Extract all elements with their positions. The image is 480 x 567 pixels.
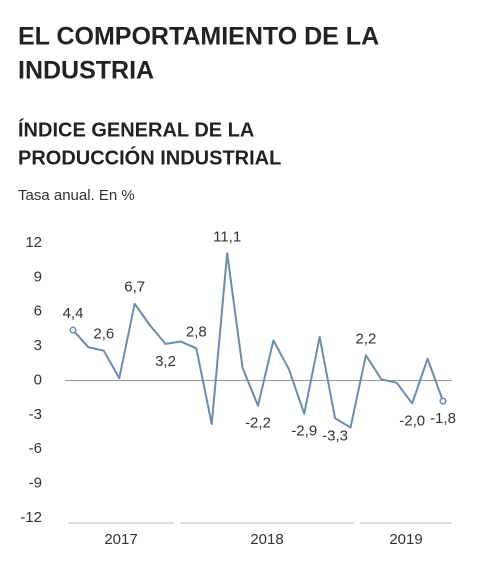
chart-title: INDUSTRIA: [18, 57, 154, 85]
data-label: 2,8: [186, 323, 207, 340]
y-tick-label: -9: [29, 475, 42, 492]
chart-subtitle: ÍNDICE GENERAL DE LA: [18, 118, 254, 141]
data-label: 2,6: [93, 326, 114, 343]
data-label: -2,2: [245, 415, 271, 432]
data-label: -2,9: [291, 423, 317, 440]
data-label: -1,8: [430, 410, 456, 427]
end-marker: [69, 326, 77, 334]
y-tick-label: 9: [34, 268, 42, 285]
data-label: 2,2: [355, 330, 376, 347]
data-label: 3,2: [155, 353, 176, 370]
data-label: -3,3: [322, 427, 348, 444]
x-group-label: 2019: [389, 531, 422, 548]
y-tick-label: -12: [20, 509, 42, 526]
x-group-label: 2018: [250, 531, 283, 548]
y-tick-label: -3: [29, 406, 42, 423]
data-label: -2,0: [399, 412, 425, 429]
data-label: 11,1: [213, 228, 241, 245]
x-group-label: 2017: [104, 531, 137, 548]
data-label: 4,4: [63, 305, 84, 322]
y-tick-label: 3: [34, 337, 42, 354]
end-marker: [439, 397, 447, 405]
y-tick-label: 0: [34, 371, 42, 388]
y-axis-label: Tasa anual. En %: [18, 187, 135, 204]
y-tick-label: -6: [29, 440, 42, 457]
chart-subtitle: PRODUCCIÓN INDUSTRIAL: [18, 145, 281, 169]
data-label: 6,7: [124, 279, 145, 296]
y-tick-label: 6: [34, 303, 42, 320]
data-line: [72, 252, 444, 429]
chart-title: EL COMPORTAMIENTO DE LA: [18, 23, 379, 51]
y-tick-label: 12: [25, 234, 42, 251]
